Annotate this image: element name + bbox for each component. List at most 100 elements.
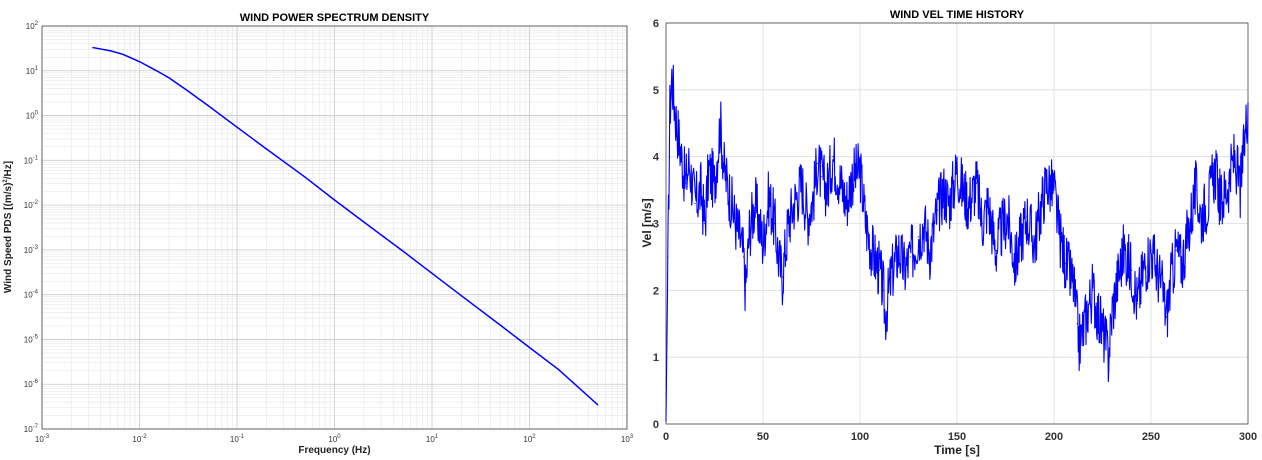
time-data-point: [871, 249, 873, 251]
time-tick-labels: 0 50 100 150 200 250 300 0 1 2 3 4 5 6: [653, 18, 1257, 443]
psd-data-point: [155, 70, 158, 72]
psd-x-tick-base: 10: [621, 435, 630, 444]
time-data-point: [1045, 182, 1047, 184]
psd-data-point: [92, 46, 94, 49]
time-data-point: [680, 156, 683, 158]
time-series-line: [665, 64, 1249, 421]
psd-data-point: [265, 148, 268, 150]
psd-data-point: [558, 369, 560, 371]
time-data-point: [845, 202, 848, 205]
time-data-point: [898, 249, 900, 251]
psd-series-points: [92, 46, 599, 406]
time-data-point: [1088, 303, 1090, 305]
time-data-point: [890, 276, 892, 278]
time-x-tick-label: 0: [663, 431, 669, 443]
psd-data-point: [401, 250, 404, 252]
psd-y-tick-label: 102: [26, 21, 39, 31]
time-data-point: [1220, 202, 1222, 205]
time-data-point: [1098, 316, 1100, 318]
time-data-point: [700, 189, 702, 191]
time-data-point: [904, 269, 906, 271]
time-data-point: [694, 202, 696, 205]
time-y-tick-label: 0: [653, 419, 659, 431]
psd-x-tick-exponent: -2: [141, 434, 147, 440]
psd-y-tick-label: 10-6: [24, 379, 39, 389]
time-chart-title: WIND VEL TIME HISTORY: [890, 9, 1025, 21]
psd-data-point: [109, 50, 111, 52]
time-data-point: [987, 202, 989, 205]
psd-series-line: [92, 46, 599, 406]
time-data-point: [774, 222, 776, 225]
time-data-point: [744, 289, 747, 291]
time-data-point: [1150, 249, 1152, 251]
psd-data-point: [596, 403, 599, 406]
psd-data-point: [121, 53, 124, 55]
psd-data-point: [304, 176, 306, 178]
time-data-point: [948, 202, 950, 205]
time-data-point: [1092, 289, 1094, 291]
time-x-tick-label: 150: [948, 431, 966, 443]
time-data-point: [1020, 236, 1022, 238]
time-data-point: [1142, 269, 1144, 271]
time-history-chart: 0 50 100 150 200 250 300 0 1 2 3 4 5 6 WIND VEL TIME …: [640, 9, 1257, 457]
time-data-point: [1181, 263, 1183, 265]
time-data-point: [826, 189, 828, 191]
psd-x-axis-label: Frequency (Hz): [298, 445, 370, 456]
psd-y-tick-base: 10: [24, 156, 33, 165]
psd-x-tick-base: 10: [426, 435, 435, 444]
psd-x-tick-exponent: -1: [239, 434, 245, 440]
time-data-point: [1014, 263, 1016, 265]
time-y-tick-label: 4: [653, 152, 660, 164]
psd-chart-title: WIND POWER SPECTRUM DENSITY: [240, 12, 430, 24]
time-data-point: [917, 236, 919, 238]
time-y-tick-label: 6: [653, 18, 659, 30]
psd-y-tick-exponent: -3: [33, 245, 39, 251]
time-data-point: [820, 176, 822, 178]
time-data-point: [1107, 356, 1109, 358]
time-data-point: [840, 182, 842, 184]
psd-y-tick-base: 10: [24, 291, 33, 300]
psd-x-tick-exponent: 0: [337, 434, 341, 440]
time-data-point: [1165, 316, 1168, 318]
time-data-point: [1131, 269, 1133, 271]
time-series-points: [665, 75, 1249, 422]
time-data-point: [909, 256, 912, 258]
time-data-point: [1111, 309, 1113, 311]
psd-x-tick-label: 10-2: [132, 434, 147, 444]
time-data-point: [956, 169, 958, 171]
time-data-point: [781, 276, 784, 278]
time-data-point: [768, 196, 770, 198]
psd-tick-labels: 10-3 10-2 10-1 100 101 102 10310-710-610-510-4…: [24, 21, 634, 444]
time-y-tick-label: 1: [653, 352, 659, 364]
time-data-point: [748, 229, 751, 231]
psd-y-axis-label-exponent: 2: [3, 179, 9, 183]
time-data-point: [1247, 102, 1249, 104]
psd-y-tick-label: 10-2: [24, 200, 39, 210]
psd-y-tick-label: 10-5: [24, 334, 39, 344]
time-data-point: [851, 176, 853, 178]
psd-x-tick-exponent: 1: [435, 434, 439, 440]
psd-data-point: [363, 221, 365, 223]
psd-data-point: [236, 126, 238, 128]
time-data-point: [1233, 156, 1236, 158]
psd-y-tick-label: 100: [26, 111, 39, 121]
time-data-point: [1136, 303, 1139, 305]
psd-x-tick-label: 101: [426, 434, 439, 444]
time-data-point: [937, 209, 939, 211]
time-data-point: [859, 169, 861, 171]
psd-data-point: [499, 324, 501, 326]
time-data-point: [787, 222, 789, 225]
time-data-point: [1072, 283, 1074, 285]
psd-y-tick-base: 10: [26, 67, 35, 76]
time-data-point: [1082, 329, 1084, 332]
psd-data-point: [185, 88, 187, 91]
time-data-point: [777, 256, 780, 258]
psd-y-tick-base: 10: [24, 246, 33, 255]
psd-data-point: [206, 104, 209, 106]
time-data-point: [684, 182, 687, 184]
psd-x-tick-label: 100: [328, 434, 341, 444]
time-data-point: [1065, 263, 1067, 265]
time-data-point: [1053, 189, 1055, 191]
time-data-point: [807, 216, 809, 218]
time-x-tick-label: 250: [1142, 431, 1160, 443]
